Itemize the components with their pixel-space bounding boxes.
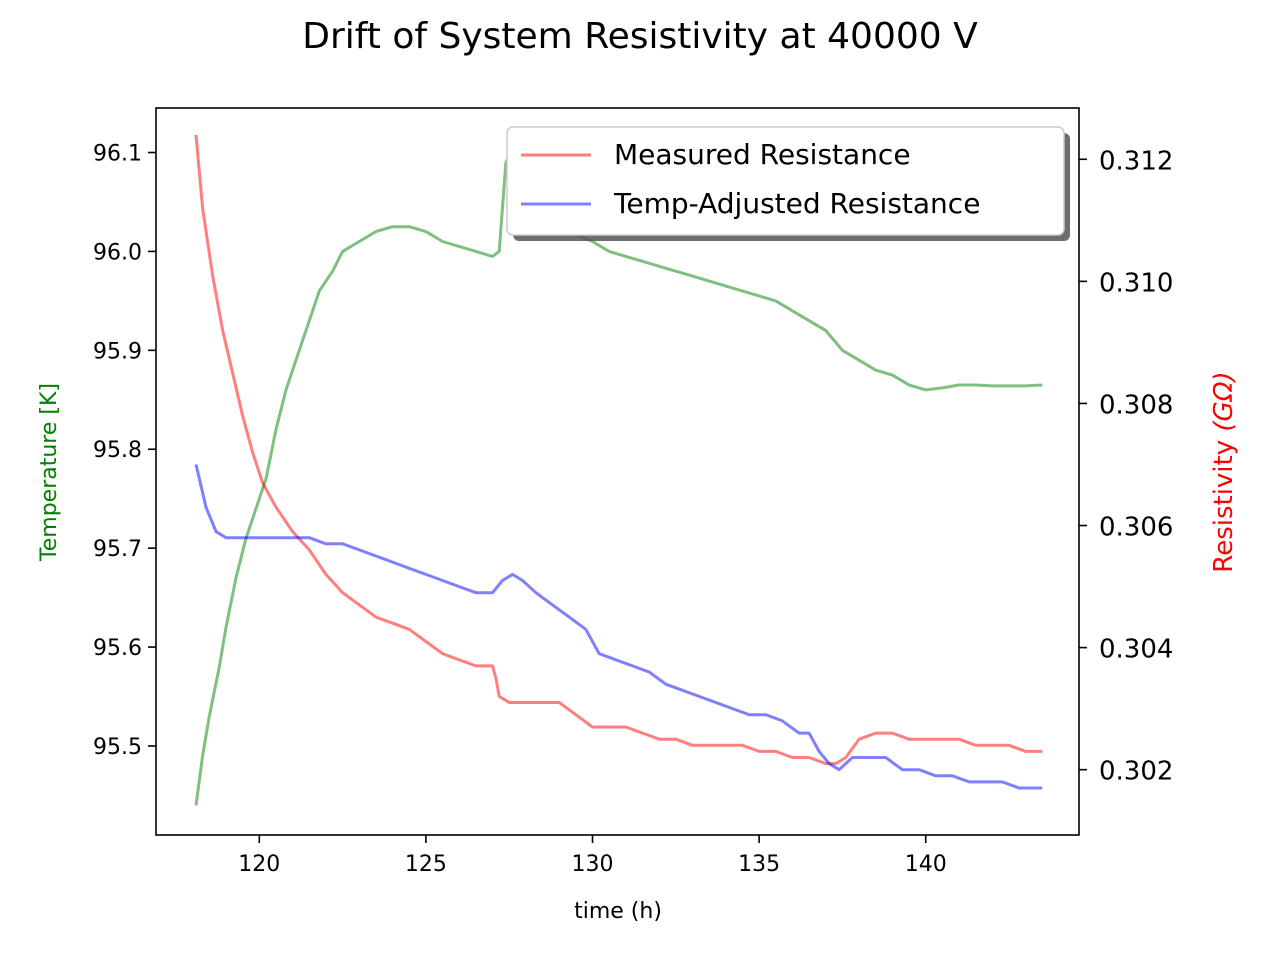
- y-right-tick-label: 0.302: [1099, 757, 1173, 787]
- y-axis-right-label: Resistivity (GΩ): [1209, 371, 1239, 572]
- legend-box: [506, 126, 1065, 236]
- x-tick-label: 120: [238, 852, 280, 877]
- x-tick-label: 140: [905, 852, 947, 877]
- y-right-tick-label: 0.306: [1099, 513, 1173, 543]
- y-axis-right: 0.302 0.304 0.306 0.308 0.310 0.312: [1079, 146, 1173, 787]
- y-left-tick-label: 95.5: [93, 735, 142, 760]
- y-right-tick-label: 0.304: [1099, 635, 1173, 665]
- x-tick-label: 135: [738, 852, 780, 877]
- legend: Measured Resistance Temp-Adjusted Resist…: [506, 126, 1070, 241]
- chart-title: Drift of System Resistivity at 40000 V: [302, 16, 978, 57]
- y-axis-right-label-unit: (GΩ): [1209, 371, 1239, 431]
- y-axis-left: 95.5 95.6 95.7 95.8 95.9 96.0 96.1: [93, 142, 156, 760]
- plot-frame: [155, 107, 1080, 836]
- x-axis-label: time (h): [574, 899, 662, 924]
- series-line-temperature: [194, 141, 1043, 806]
- legend-label-adjusted: Temp-Adjusted Resistance: [613, 187, 980, 220]
- x-tick-label: 125: [405, 852, 447, 877]
- y-left-tick-label: 95.7: [93, 537, 142, 562]
- y-right-tick-label: 0.310: [1099, 268, 1173, 298]
- y-left-tick-label: 96.1: [93, 142, 142, 167]
- y-right-tick-label: 0.312: [1099, 146, 1173, 176]
- series-line-measured: [194, 134, 1043, 766]
- y-axis-right-label-main: Resistivity: [1209, 432, 1239, 573]
- y-left-tick-label: 96.0: [93, 240, 142, 265]
- y-right-tick-label: 0.308: [1099, 390, 1173, 420]
- series-line-adjusted: [194, 464, 1043, 790]
- y-left-tick-label: 95.8: [93, 438, 142, 463]
- x-axis: 120 125 130 135 140: [238, 835, 947, 877]
- y-axis-left-label: Temperature [K]: [37, 383, 62, 562]
- y-left-tick-label: 95.6: [93, 636, 142, 661]
- x-tick-label: 130: [572, 852, 614, 877]
- y-left-tick-label: 95.9: [93, 339, 142, 364]
- legend-label-measured: Measured Resistance: [614, 138, 911, 171]
